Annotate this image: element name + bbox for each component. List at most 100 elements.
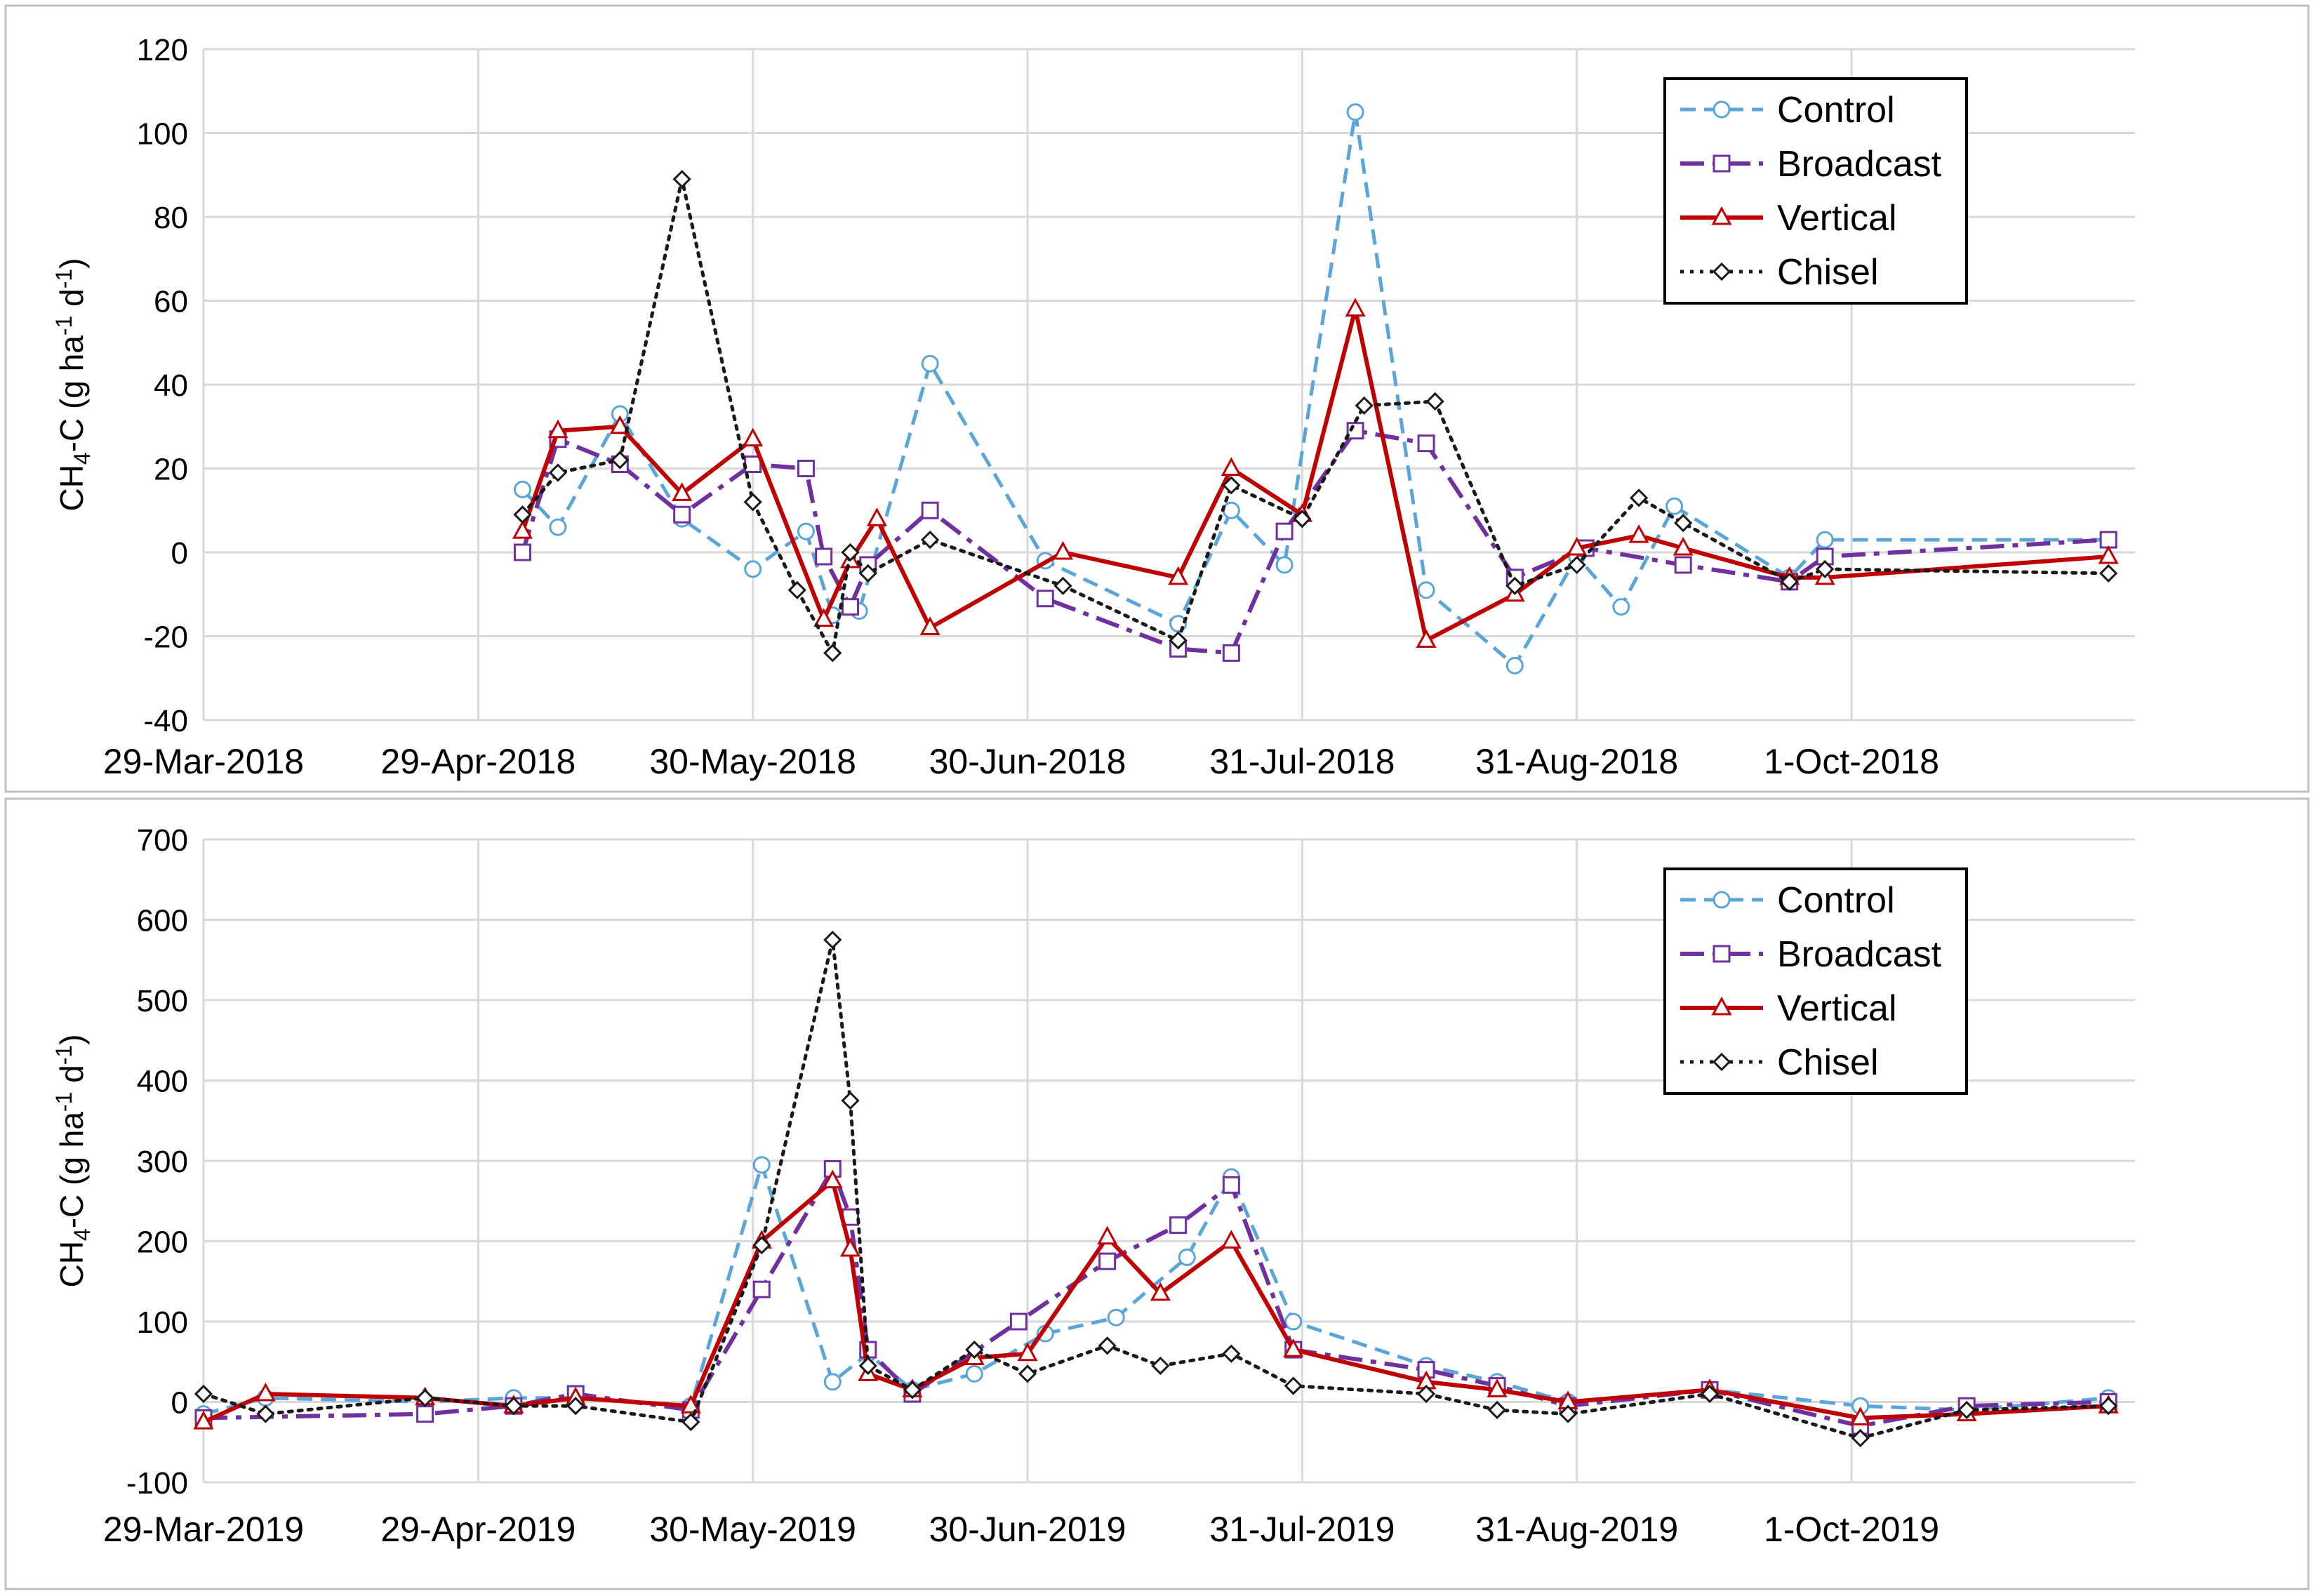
data-point-control bbox=[1505, 656, 1524, 674]
data-point-vertical bbox=[512, 519, 533, 539]
data-point-broadcast bbox=[513, 543, 531, 561]
legend-box bbox=[1663, 77, 1968, 305]
data-point-broadcast bbox=[1222, 644, 1240, 662]
data-point-vertical bbox=[1168, 566, 1189, 585]
y-tick-label: 600 bbox=[137, 904, 188, 938]
data-point-chisel bbox=[1053, 576, 1072, 595]
data-point-control bbox=[1346, 103, 1364, 121]
series-line-broadcast bbox=[520, 428, 2109, 656]
y-tick-label: 80 bbox=[154, 201, 188, 235]
data-point-chisel bbox=[415, 1388, 434, 1407]
series-broadcast bbox=[513, 422, 2117, 662]
data-point-chisel bbox=[1816, 559, 1835, 579]
y-axis-label: CH4-C (g ha-1 d-1) bbox=[51, 258, 95, 511]
data-point-broadcast bbox=[1275, 522, 1294, 540]
data-point-broadcast bbox=[1036, 590, 1054, 608]
data-point-vertical bbox=[1097, 1225, 1118, 1245]
data-point-broadcast bbox=[416, 1405, 434, 1423]
data-point-chisel bbox=[548, 463, 568, 482]
data-point-chisel bbox=[903, 1381, 922, 1399]
data-point-chisel bbox=[858, 564, 877, 583]
legend-marker-control bbox=[1713, 891, 1731, 909]
data-point-control bbox=[1275, 556, 1294, 574]
data-point-vertical bbox=[609, 415, 630, 434]
data-point-chisel bbox=[1505, 576, 1524, 595]
data-point-chisel bbox=[1851, 1428, 1870, 1448]
data-point-vertical bbox=[743, 427, 764, 447]
data-point-chisel bbox=[611, 451, 630, 470]
y-tick-label: 60 bbox=[154, 285, 188, 319]
data-point-chisel bbox=[1674, 514, 1693, 533]
series-line-vertical bbox=[202, 1178, 2109, 1424]
y-axis-label: CH4-C (g ha-1 d-1) bbox=[51, 1034, 95, 1287]
y-tick-label: 100 bbox=[137, 117, 188, 152]
legend-marker-broadcast bbox=[1713, 154, 1731, 173]
data-point-broadcast bbox=[921, 501, 939, 519]
data-point-chisel bbox=[1780, 572, 1799, 591]
data-point-broadcast bbox=[842, 598, 860, 616]
data-point-chisel bbox=[1098, 1336, 1117, 1355]
data-point-vertical bbox=[255, 1382, 276, 1402]
legend-label-vertical: Vertical bbox=[1777, 988, 1897, 1029]
data-point-chisel bbox=[1957, 1400, 1976, 1420]
data-point-vertical bbox=[1673, 536, 1694, 556]
data-point-chisel bbox=[787, 580, 806, 599]
legend-box bbox=[1663, 867, 1968, 1095]
data-point-broadcast bbox=[2099, 531, 2117, 549]
data-point-chisel bbox=[823, 644, 842, 663]
data-point-control bbox=[921, 354, 939, 373]
data-point-chisel bbox=[841, 543, 860, 562]
data-point-vertical bbox=[1416, 629, 1437, 648]
data-point-chisel bbox=[743, 493, 762, 512]
data-point-vertical bbox=[1221, 457, 1242, 476]
data-point-broadcast bbox=[744, 455, 762, 474]
x-tick-label: 30-May-2018 bbox=[649, 742, 856, 781]
data-point-control bbox=[1107, 1308, 1125, 1326]
data-point-broadcast bbox=[1417, 434, 1435, 453]
data-point-vertical bbox=[1052, 540, 1074, 560]
legend-label-vertical: Vertical bbox=[1777, 198, 1897, 239]
y-tick-label: 0 bbox=[171, 536, 188, 571]
data-point-chisel bbox=[194, 1384, 213, 1404]
data-point-control bbox=[744, 560, 762, 578]
x-tick-label: 30-Jun-2019 bbox=[929, 1510, 1126, 1549]
y-tick-label: 500 bbox=[137, 984, 188, 1018]
data-point-vertical bbox=[866, 507, 887, 526]
data-point-control bbox=[513, 480, 531, 498]
x-tick-label: 30-Jun-2018 bbox=[929, 742, 1126, 781]
data-point-vertical bbox=[813, 608, 834, 627]
data-point-vertical bbox=[2098, 545, 2119, 564]
data-point-control bbox=[965, 1364, 983, 1383]
data-point-vertical bbox=[1283, 1338, 1304, 1357]
y-tick-label: 40 bbox=[154, 368, 188, 403]
data-point-broadcast bbox=[752, 1280, 771, 1298]
legend: Control Broadcast Vertical Chisel bbox=[1663, 867, 1968, 1095]
data-point-chisel bbox=[1558, 1404, 1578, 1423]
x-tick-label: 1-Oct-2019 bbox=[1764, 1510, 1939, 1549]
legend-marker-vertical bbox=[1711, 206, 1732, 225]
data-point-chisel bbox=[1355, 396, 1374, 415]
data-point-vertical bbox=[193, 1410, 214, 1430]
x-tick-label: 31-Jul-2019 bbox=[1209, 1510, 1395, 1549]
legend-marker-control bbox=[1713, 100, 1731, 119]
legend-label-broadcast: Broadcast bbox=[1777, 144, 1942, 185]
data-point-vertical bbox=[1221, 1230, 1242, 1249]
data-point-chisel bbox=[256, 1404, 275, 1423]
data-point-vertical bbox=[1017, 1342, 1038, 1362]
data-point-chisel bbox=[566, 1397, 585, 1416]
data-point-chisel bbox=[1151, 1356, 1170, 1376]
data-point-chisel bbox=[841, 1091, 860, 1110]
series-line-vertical bbox=[520, 307, 2109, 643]
x-tick-label: 1-Oct-2018 bbox=[1764, 742, 1939, 781]
data-point-vertical bbox=[547, 419, 568, 439]
x-tick-label: 29-Apr-2019 bbox=[380, 1510, 576, 1549]
data-point-control bbox=[797, 522, 815, 540]
data-point-broadcast bbox=[1098, 1252, 1117, 1270]
x-tick-label: 30-May-2019 bbox=[649, 1510, 856, 1549]
legend-marker-chisel bbox=[1712, 262, 1731, 281]
data-point-broadcast bbox=[797, 460, 815, 477]
data-point-chisel bbox=[1018, 1364, 1037, 1383]
legend-label-control: Control bbox=[1777, 90, 1895, 131]
data-point-vertical bbox=[1567, 536, 1588, 556]
data-point-vertical bbox=[672, 482, 693, 501]
